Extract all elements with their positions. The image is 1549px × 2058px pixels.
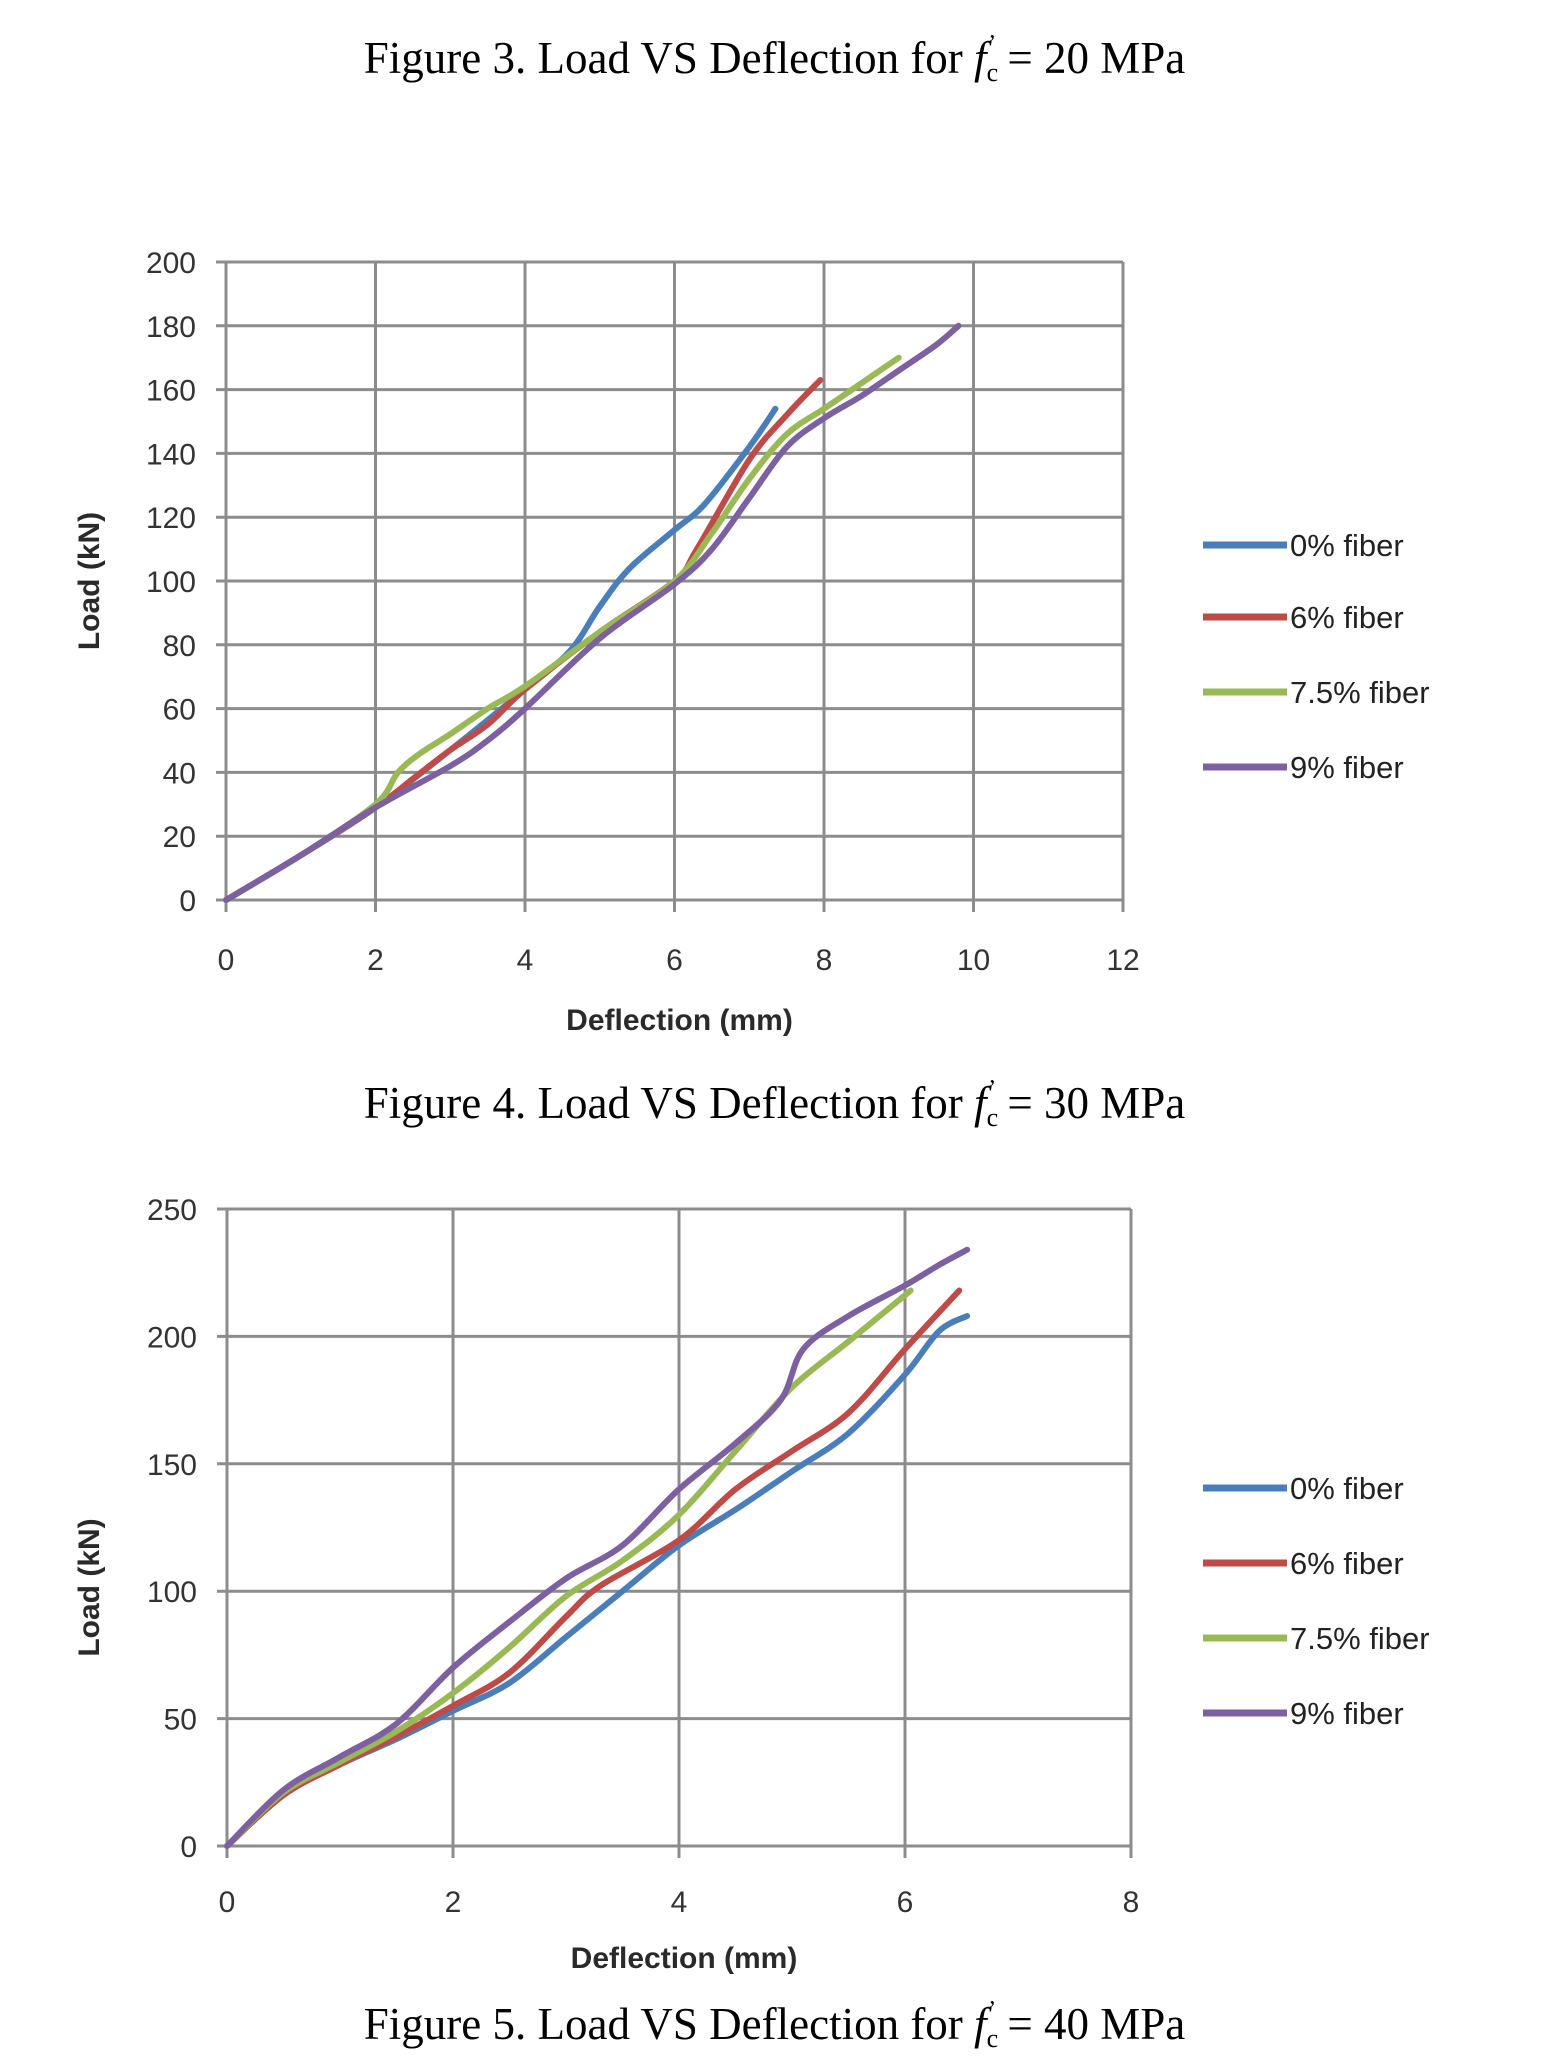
x-tick-label: 4: [671, 1886, 688, 1919]
series-line-9-fiber: [223, 322, 962, 903]
y-tick-label: 100: [146, 566, 196, 599]
legend-label: 9% fiber: [1290, 750, 1404, 785]
legend: 0% fiber 6% fiber 7.5% fiber 9% fiber: [1203, 1471, 1430, 1731]
series-line-9-fiber: [224, 1246, 971, 1849]
x-tick-label: 0: [219, 1886, 236, 1919]
x-tick-label: 8: [1123, 1886, 1140, 1919]
caption-prefix: Figure 3. Load VS Deflection for: [363, 33, 975, 83]
y-tick-label: 50: [164, 1704, 197, 1737]
legend-label: 7.5% fiber: [1290, 675, 1430, 710]
y-tick-label: 40: [163, 757, 196, 790]
caption-suffix: = 30 MPa: [996, 1078, 1186, 1128]
x-tick-label: 6: [666, 944, 683, 977]
series-line-7-5-fiber: [223, 354, 902, 903]
legend: 0% fiber 6% fiber 7.5% fiber 9% fiber: [1203, 528, 1430, 785]
y-tick-label: 150: [147, 1449, 197, 1482]
y-tick-label: 0: [180, 1831, 197, 1864]
caption-prime: ’: [988, 1076, 997, 1102]
caption-prime: ’: [988, 31, 997, 57]
figure-3-caption: Figure 3. Load VS Deflection for fc’ = 2…: [0, 32, 1549, 86]
x-tick-label: 0: [218, 944, 235, 977]
legend-label: 0% fiber: [1290, 528, 1404, 563]
y-axis-label: Load (kN): [73, 1518, 106, 1656]
legend-label: 6% fiber: [1290, 1546, 1404, 1581]
figure-4-caption: Figure 4. Load VS Deflection for fc’ = 3…: [0, 1077, 1549, 1131]
x-tick-label: 4: [517, 944, 534, 977]
x-tick-label: 2: [445, 1886, 462, 1919]
x-tick-label: 12: [1106, 944, 1139, 977]
y-tick-label: 180: [146, 311, 196, 344]
caption-subscript: c: [986, 1103, 999, 1132]
figure-5-caption: Figure 5. Load VS Deflection for fc’ = 4…: [0, 1998, 1549, 2052]
y-tick-label: 200: [147, 1321, 197, 1354]
caption-symbol: f: [974, 1999, 987, 2049]
y-axis-label: Load (kN): [73, 512, 106, 650]
y-tick-label: 60: [163, 694, 196, 727]
caption-subscript: c: [986, 2024, 999, 2053]
load-deflection-chart-30mpa: 0 20 40 60 80 100 120 140 160 180 200 0 2 4 6 8 10 12 Defl…: [73, 247, 1430, 1037]
caption-subscript: c: [986, 58, 999, 87]
caption-symbol: f: [974, 33, 987, 83]
y-tick-label: 200: [146, 247, 196, 280]
y-tick-label: 100: [147, 1576, 197, 1609]
caption-suffix: = 20 MPa: [996, 33, 1186, 83]
caption-prefix: Figure 4. Load VS Deflection for: [363, 1078, 975, 1128]
x-tick-label: 10: [957, 944, 990, 977]
x-tick-label: 8: [816, 944, 833, 977]
legend-label: 9% fiber: [1290, 1696, 1404, 1731]
caption-suffix: = 40 MPa: [996, 1999, 1186, 2049]
y-tick-label: 140: [146, 438, 196, 471]
legend-label: 7.5% fiber: [1290, 1621, 1430, 1656]
y-tick-label: 0: [179, 885, 196, 918]
legend-label: 6% fiber: [1290, 600, 1404, 635]
caption-symbol: f: [974, 1078, 987, 1128]
y-tick-label: 250: [147, 1194, 197, 1227]
gridlines: [217, 1207, 1133, 1858]
series-line-7-5-fiber: [224, 1287, 914, 1849]
y-tick-label: 120: [146, 502, 196, 535]
y-tick-label: 80: [163, 630, 196, 663]
x-axis-label: Deflection (mm): [571, 1942, 798, 1975]
y-tick-label: 20: [163, 821, 196, 854]
caption-prefix: Figure 5. Load VS Deflection for: [363, 1999, 975, 2049]
x-tick-label: 6: [897, 1886, 914, 1919]
x-tick-label: 2: [367, 944, 384, 977]
caption-prime: ’: [988, 1997, 997, 2023]
legend-label: 0% fiber: [1290, 1471, 1404, 1506]
y-tick-label: 160: [146, 375, 196, 408]
x-axis-label: Deflection (mm): [566, 1004, 793, 1037]
